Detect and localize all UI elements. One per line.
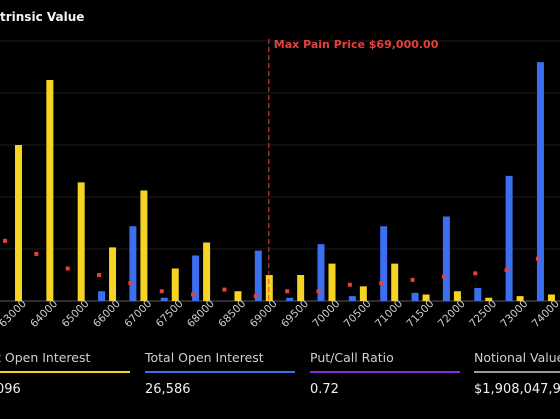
put-oi-bar	[254, 250, 262, 301]
call-oi-bar	[234, 291, 242, 301]
call-oi-bar	[15, 145, 22, 301]
x-tick-label: 73000	[498, 298, 530, 330]
stat-underline	[0, 371, 130, 373]
stat-notional-value: Notional Value $1,908,047,98	[474, 350, 560, 397]
put-oi-bar	[442, 216, 450, 301]
call-oi-bar	[359, 286, 367, 301]
put-oi-bar	[536, 62, 544, 301]
call-oi-bar	[516, 296, 524, 301]
x-tick-label: 71000	[373, 298, 405, 330]
max-pain-label: Max Pain Price $69,000.00	[274, 38, 439, 51]
stat-call-open-interest: t Open Interest 096	[0, 350, 130, 397]
stat-value: 26,586	[145, 382, 191, 397]
call-oi-bar	[453, 291, 461, 301]
stat-underline	[474, 371, 560, 373]
call-oi-bar	[547, 294, 555, 301]
x-tick-label: 69000	[248, 298, 280, 330]
intrinsic-value-point	[128, 281, 133, 286]
stat-label: Notional Value	[474, 350, 560, 365]
x-tick-label: 70500	[342, 298, 374, 330]
intrinsic-value-point	[535, 256, 540, 261]
intrinsic-value-point	[222, 287, 227, 292]
put-oi-bar	[348, 296, 356, 301]
x-tick-label: 69500	[279, 298, 311, 330]
stat-label: t Open Interest	[0, 350, 91, 365]
stat-label: Put/Call Ratio	[310, 350, 394, 365]
x-tick-label: 68500	[216, 298, 248, 330]
call-oi-bar	[171, 268, 179, 301]
put-oi-bar	[192, 255, 200, 301]
intrinsic-value-point	[97, 273, 102, 277]
intrinsic-value-point	[504, 268, 509, 273]
call-oi-bar	[203, 242, 211, 301]
stat-put-call-ratio: Put/Call Ratio 0.72	[310, 350, 460, 397]
intrinsic-value-point	[34, 251, 39, 256]
stat-value: 0.72	[310, 382, 339, 397]
intrinsic-value-point	[441, 274, 446, 279]
intrinsic-value-point	[316, 289, 321, 294]
x-tick-label: 66000	[91, 298, 123, 330]
x-tick-label: 74000	[530, 298, 560, 330]
intrinsic-value-point	[191, 292, 196, 297]
put-oi-bar	[411, 292, 419, 301]
intrinsic-value-point	[285, 289, 290, 294]
chart-title: trinsic Value	[0, 10, 85, 24]
call-oi-bar	[46, 80, 54, 301]
stat-value: 096	[0, 382, 21, 397]
put-oi-bar	[286, 297, 294, 301]
put-oi-bar	[380, 226, 388, 301]
x-tick-label: 70000	[310, 298, 342, 330]
intrinsic-value-point	[3, 238, 7, 243]
call-oi-bar	[391, 263, 399, 301]
put-oi-bar	[505, 175, 513, 301]
call-oi-bar	[485, 297, 493, 301]
open-interest-chart: 63000 64000 65000 66000 67000 67500 68000 68500…	[0, 38, 560, 330]
intrinsic-value-point	[253, 294, 258, 299]
intrinsic-value-point	[159, 289, 164, 294]
stat-value: $1,908,047,98	[474, 382, 560, 397]
x-tick-label: 67000	[122, 298, 154, 330]
put-oi-bar	[129, 226, 137, 301]
put-oi-bar	[98, 291, 106, 301]
stat-underline	[145, 371, 295, 373]
stats-row: t Open Interest 096 Total Open Interest …	[0, 350, 560, 419]
intrinsic-value-point	[379, 281, 384, 286]
x-tick-label: 72000	[436, 298, 468, 330]
call-oi-bar	[422, 294, 430, 301]
intrinsic-value-point	[347, 282, 352, 287]
x-tick-label: 67500	[154, 298, 186, 330]
stat-underline	[310, 371, 460, 373]
x-tick-label: 68000	[185, 298, 217, 330]
x-tick-label: 65000	[60, 298, 92, 330]
call-oi-bar	[109, 247, 117, 301]
intrinsic-value-point	[65, 266, 70, 271]
stat-total-open-interest: Total Open Interest 26,586	[145, 350, 295, 397]
intrinsic-value-point	[473, 271, 478, 276]
call-oi-bar	[297, 275, 305, 301]
put-oi-bar	[317, 244, 325, 301]
stat-label: Total Open Interest	[145, 350, 264, 365]
put-oi-bar	[474, 288, 482, 301]
call-oi-bar	[328, 263, 336, 301]
put-oi-bar	[160, 297, 168, 301]
x-tick-label: 71500	[404, 298, 436, 330]
x-tick-label: 72500	[467, 298, 499, 330]
x-tick-label: 64000	[28, 298, 60, 330]
x-tick-label: 63000	[0, 298, 29, 330]
call-oi-bar	[77, 182, 85, 301]
intrinsic-value-point	[410, 277, 415, 282]
call-oi-bar	[140, 190, 148, 301]
